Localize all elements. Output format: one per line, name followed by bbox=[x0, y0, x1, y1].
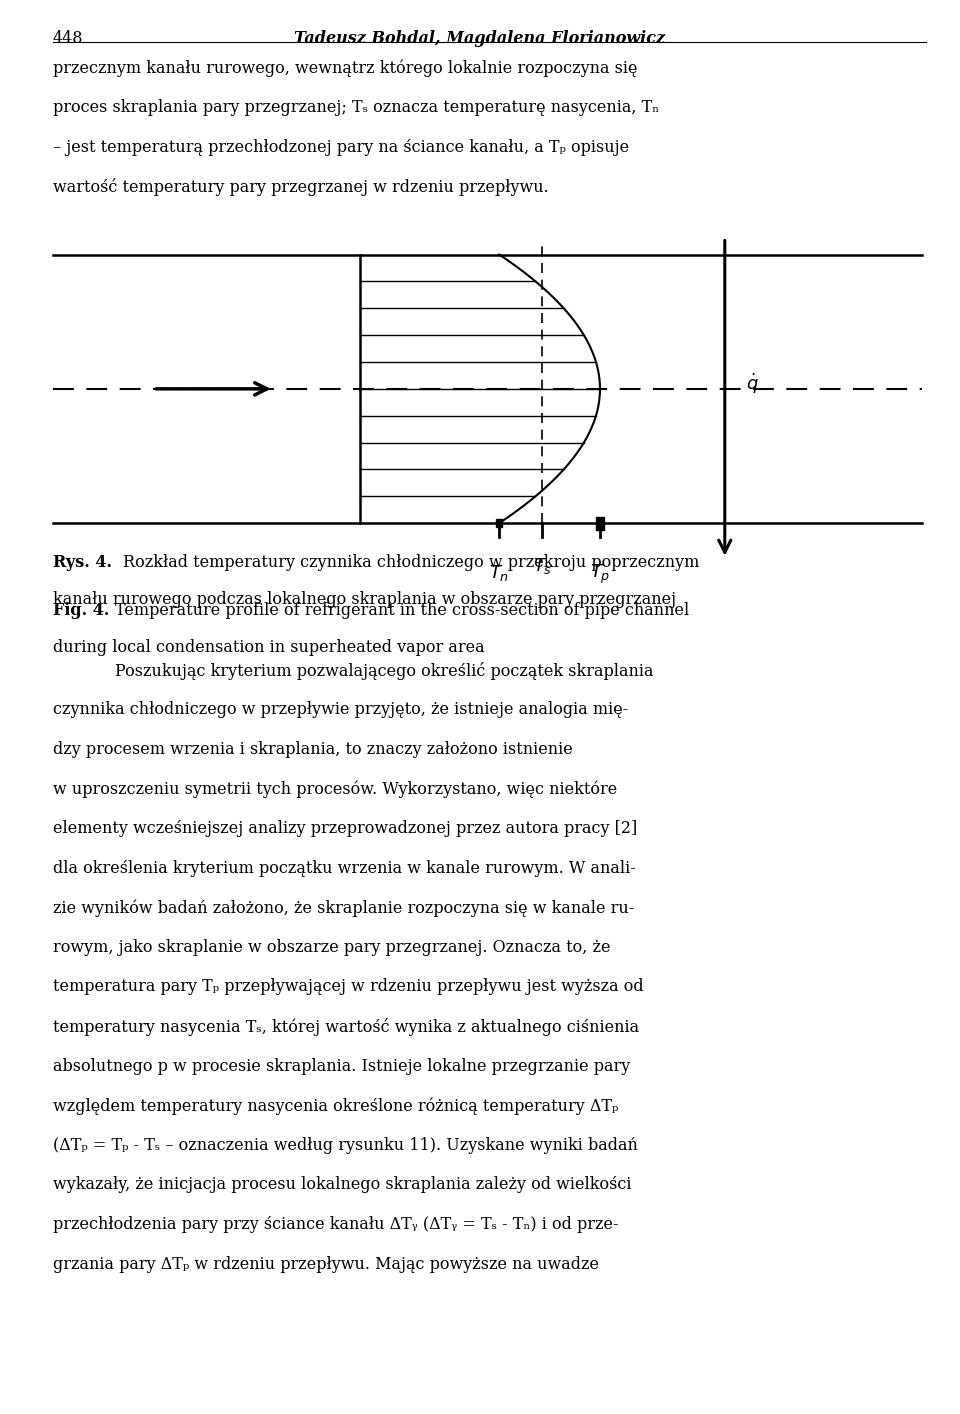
Text: przecznym kanału rurowego, wewnątrz którego lokalnie rozpoczyna się: przecznym kanału rurowego, wewnątrz któr… bbox=[53, 59, 637, 76]
Text: Rozkład temperatury czynnika chłodniczego w przekroju poprzecznym: Rozkład temperatury czynnika chłodniczeg… bbox=[123, 554, 699, 571]
Text: grzania pary ΔTₚ w rdzeniu przepływu. Mając powyższe na uwadze: grzania pary ΔTₚ w rdzeniu przepływu. Ma… bbox=[53, 1256, 599, 1273]
Text: $T_p$: $T_p$ bbox=[589, 563, 611, 585]
Bar bbox=[595, 516, 605, 529]
Text: wartość temperatury pary przegrzanej w rdzeniu przepływu.: wartość temperatury pary przegrzanej w r… bbox=[53, 178, 548, 197]
Text: (ΔTₚ = Tₚ - Tₛ – oznaczenia według rysunku 11). Uzyskane wyniki badań: (ΔTₚ = Tₚ - Tₛ – oznaczenia według rysun… bbox=[53, 1137, 637, 1154]
Text: w uproszczeniu symetrii tych procesów. Wykorzystano, więc niektóre: w uproszczeniu symetrii tych procesów. W… bbox=[53, 781, 617, 797]
Text: względem temperatury nasycenia określone różnicą temperatury ΔTₚ: względem temperatury nasycenia określone… bbox=[53, 1097, 618, 1114]
Text: 448: 448 bbox=[53, 30, 84, 47]
Bar bbox=[496, 519, 502, 527]
Text: dzy procesem wrzenia i skraplania, to znaczy założono istnienie: dzy procesem wrzenia i skraplania, to zn… bbox=[53, 741, 572, 758]
Text: temperatury nasycenia Tₛ, której wartość wynika z aktualnego ciśnienia: temperatury nasycenia Tₛ, której wartość… bbox=[53, 1018, 639, 1036]
Text: Tadeusz Bohdal, Magdalena Florianowicz: Tadeusz Bohdal, Magdalena Florianowicz bbox=[295, 30, 665, 47]
Text: rowym, jako skraplanie w obszarze pary przegrzanej. Oznacza to, że: rowym, jako skraplanie w obszarze pary p… bbox=[53, 939, 611, 956]
Text: absolutnego p w procesie skraplania. Istnieje lokalne przegrzanie pary: absolutnego p w procesie skraplania. Ist… bbox=[53, 1058, 630, 1075]
Text: – jest temperaturą przechłodzonej pary na ściance kanału, a Tₚ opisuje: – jest temperaturą przechłodzonej pary n… bbox=[53, 139, 629, 156]
Text: Poszukując kryterium pozwalającego określić początek skraplania: Poszukując kryterium pozwalającego okreś… bbox=[115, 662, 654, 680]
Text: proces skraplania pary przegrzanej; Tₛ oznacza temperaturę nasycenia, Tₙ: proces skraplania pary przegrzanej; Tₛ o… bbox=[53, 99, 660, 116]
Text: Temperature profile of refrigerant in the cross-section of pipe channel: Temperature profile of refrigerant in th… bbox=[115, 602, 689, 619]
Text: zie wyników badań założono, że skraplanie rozpoczyna się w kanale ru-: zie wyników badań założono, że skraplani… bbox=[53, 899, 634, 916]
Text: Fig. 4.: Fig. 4. bbox=[53, 602, 109, 619]
Text: $T_n$: $T_n$ bbox=[490, 563, 509, 583]
Text: przechłodzenia pary przy ściance kanału ΔTᵧ (ΔTᵧ = Tₛ - Tₙ) i od prze-: przechłodzenia pary przy ściance kanału … bbox=[53, 1216, 618, 1233]
Text: dla określenia kryterium początku wrzenia w kanale rurowym. W anali-: dla określenia kryterium początku wrzeni… bbox=[53, 860, 636, 877]
Text: Rys. 4.: Rys. 4. bbox=[53, 554, 111, 571]
Text: temperatura pary Tₚ przepływającej w rdzeniu przepływu jest wyższa od: temperatura pary Tₚ przepływającej w rdz… bbox=[53, 978, 643, 995]
Text: $T_s$: $T_s$ bbox=[533, 556, 552, 575]
Text: czynnika chłodniczego w przepływie przyjęto, że istnieje analogia mię-: czynnika chłodniczego w przepływie przyj… bbox=[53, 701, 628, 718]
Text: $\dot{q}$: $\dot{q}$ bbox=[746, 372, 758, 396]
Text: during local condensation in superheated vapor area: during local condensation in superheated… bbox=[53, 639, 485, 656]
Text: wykazały, że inicjacja procesu lokalnego skraplania zależy od wielkości: wykazały, że inicjacja procesu lokalnego… bbox=[53, 1176, 632, 1193]
Text: elementy wcześniejszej analizy przeprowadzonej przez autora pracy [2]: elementy wcześniejszej analizy przeprowa… bbox=[53, 820, 637, 837]
Text: kanału rurowego podczas lokalnego skraplania w obszarze pary przegrzanej: kanału rurowego podczas lokalnego skrapl… bbox=[53, 591, 676, 608]
